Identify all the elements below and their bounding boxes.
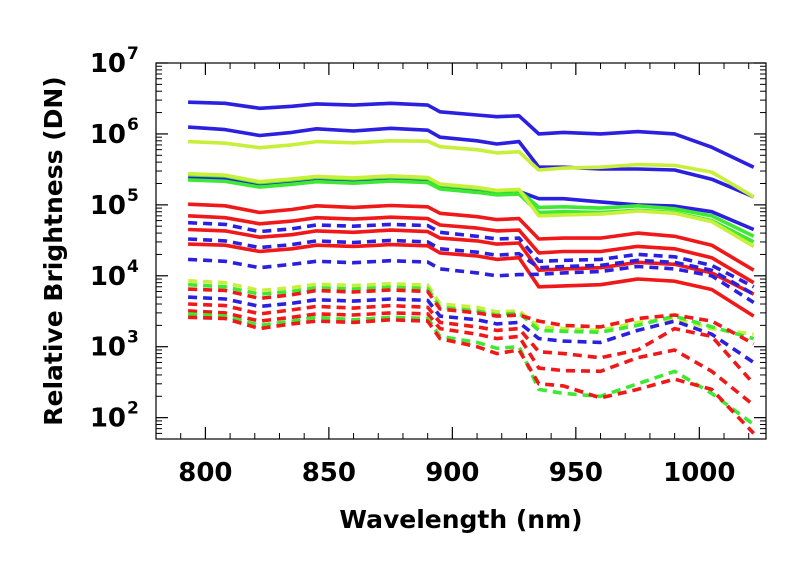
series-line-1 xyxy=(188,100,755,169)
x-tick-label: 900 xyxy=(425,458,479,488)
y-tick-exponent: 5 xyxy=(127,186,139,206)
series-line-15 xyxy=(188,279,754,336)
x-tick-label: 950 xyxy=(549,458,603,488)
y-tick-label: 10 xyxy=(90,404,126,434)
plot-frame xyxy=(155,62,767,440)
series-line-14 xyxy=(188,257,755,305)
ticks-layer xyxy=(156,62,766,440)
series-line-16 xyxy=(187,282,755,341)
y-tick-label: 10 xyxy=(90,333,126,363)
series-line-22 xyxy=(188,315,756,435)
y-tick-exponent: 7 xyxy=(127,44,139,64)
series-line-12 xyxy=(188,220,755,289)
x-tick-label: 1000 xyxy=(663,458,735,488)
series-line-21 xyxy=(187,312,755,426)
y-tick-exponent: 2 xyxy=(127,399,139,419)
y-tick-exponent: 3 xyxy=(127,328,139,348)
y-tick-label: 10 xyxy=(90,262,126,292)
y-tick-label: 10 xyxy=(90,191,126,221)
series-line-18 xyxy=(188,295,755,364)
series-line-19 xyxy=(188,302,756,385)
y-tick-exponent: 4 xyxy=(127,257,139,277)
y-axis-title: Relative Brightness (DN) xyxy=(39,76,68,425)
series-layer xyxy=(187,100,756,435)
series-line-9 xyxy=(188,214,755,285)
y-tick-exponent: 6 xyxy=(127,115,139,135)
series-line-8 xyxy=(188,202,755,272)
x-tick-label: 800 xyxy=(178,458,232,488)
series-line-3 xyxy=(188,139,755,199)
series-line-7 xyxy=(188,171,755,248)
y-tick-label: 10 xyxy=(90,49,126,79)
x-tick-label: 850 xyxy=(302,458,356,488)
series-line-13 xyxy=(188,237,755,296)
series-line-2 xyxy=(187,125,755,199)
series-line-11 xyxy=(188,242,755,318)
y-tick-label: 10 xyxy=(90,120,126,150)
series-line-10 xyxy=(188,227,755,296)
x-axis-title: Wavelength (nm) xyxy=(339,505,582,534)
